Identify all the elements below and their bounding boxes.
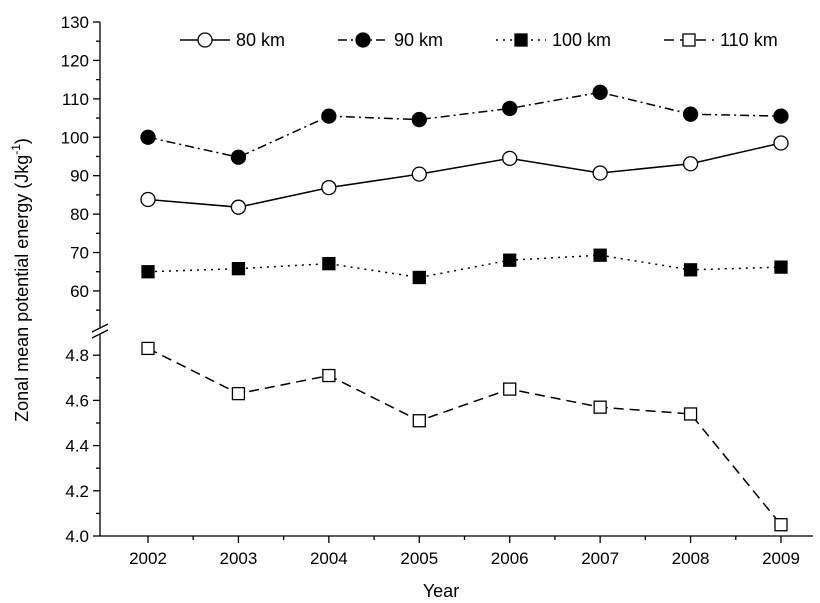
legend-marker bbox=[514, 33, 528, 47]
y-tick-label: 130 bbox=[61, 13, 89, 32]
y-axis-title-superscript: -1 bbox=[9, 144, 23, 155]
y-axis-title-end: ) bbox=[12, 138, 32, 144]
x-tick-label: 2003 bbox=[220, 549, 258, 568]
data-point bbox=[773, 135, 789, 151]
data-point bbox=[230, 199, 247, 215]
data-point bbox=[412, 414, 426, 428]
data-point bbox=[140, 129, 156, 145]
x-tick-label: 2009 bbox=[762, 549, 800, 568]
data-point bbox=[140, 191, 156, 208]
y-tick-label: 4.6 bbox=[65, 391, 89, 410]
data-point bbox=[774, 518, 788, 532]
x-tick-label: 2006 bbox=[491, 549, 529, 568]
legend-item: 90 km bbox=[338, 30, 443, 50]
y-tick-label: 4.2 bbox=[65, 482, 89, 501]
legend-item: 80 km bbox=[180, 30, 285, 50]
data-point bbox=[773, 108, 789, 124]
legend-marker bbox=[355, 32, 371, 48]
axis-break-mark bbox=[91, 323, 109, 333]
data-point bbox=[593, 400, 607, 414]
legend-marker bbox=[197, 32, 213, 48]
y-tick-label: 70 bbox=[70, 244, 89, 263]
axes: 60 70 80 90 100 110 120 130 4.0 4.2 4.4 4.6 4.8 2002 2… bbox=[61, 13, 813, 568]
x-tick-label: 2004 bbox=[310, 549, 348, 568]
series-100-km bbox=[141, 248, 788, 285]
series-80-km bbox=[140, 135, 789, 215]
y-tick-label: 60 bbox=[70, 282, 89, 301]
data-point bbox=[412, 270, 426, 285]
data-point bbox=[592, 165, 608, 181]
y-tick-label: 4.8 bbox=[65, 346, 89, 365]
x-tick-label: 2007 bbox=[581, 549, 619, 568]
data-point bbox=[774, 260, 788, 274]
y-tick-label: 120 bbox=[61, 51, 89, 70]
legend-item: 110 km bbox=[664, 30, 778, 50]
data-point bbox=[502, 100, 518, 117]
data-point bbox=[230, 149, 247, 165]
axis-break-mark bbox=[91, 329, 109, 339]
legend-label: 80 km bbox=[236, 30, 285, 50]
x-tick-label: 2002 bbox=[129, 549, 167, 568]
data-point bbox=[683, 407, 698, 421]
data-point bbox=[411, 166, 427, 182]
series-line bbox=[147, 254, 782, 279]
data-point bbox=[322, 368, 336, 383]
y-tick-label: 4.4 bbox=[65, 437, 89, 456]
data-point bbox=[682, 106, 699, 122]
legend-item: 100 km bbox=[496, 30, 611, 50]
legend-label: 90 km bbox=[394, 30, 443, 50]
y-tick-label: 80 bbox=[70, 205, 89, 224]
data-point bbox=[503, 253, 517, 267]
data-point bbox=[502, 150, 518, 167]
data-point bbox=[411, 111, 427, 128]
legend: 80 km 90 km 100 km 110 km bbox=[180, 30, 778, 50]
y-tick-label: 90 bbox=[70, 167, 89, 186]
legend-label: 100 km bbox=[552, 30, 611, 50]
y-tick-label: 110 bbox=[62, 90, 89, 109]
legend-marker bbox=[682, 33, 696, 47]
series-layer bbox=[140, 84, 789, 532]
y-tick-label: 4.0 bbox=[65, 527, 89, 546]
data-point bbox=[321, 108, 337, 124]
y-axis-title-main: Zonal mean potential energy (Jkg bbox=[12, 155, 32, 422]
series-90-km bbox=[140, 84, 789, 165]
series-line bbox=[147, 91, 782, 159]
series-line bbox=[147, 347, 782, 526]
y-axis-title: Zonal mean potential energy (Jkg-1) bbox=[9, 138, 32, 422]
x-tick-label: 2005 bbox=[400, 549, 438, 568]
y-tick-label: 100 bbox=[61, 128, 89, 147]
data-point bbox=[322, 257, 336, 271]
series-line bbox=[147, 142, 782, 208]
data-point bbox=[683, 263, 698, 277]
data-point bbox=[321, 179, 337, 196]
data-point bbox=[592, 84, 608, 100]
x-tick-label: 2008 bbox=[672, 549, 710, 568]
data-point bbox=[141, 341, 155, 356]
series-110-km bbox=[141, 341, 788, 532]
x-axis-title: Year bbox=[423, 581, 459, 601]
data-point bbox=[231, 262, 246, 276]
data-point bbox=[231, 386, 246, 401]
data-point bbox=[503, 382, 517, 396]
legend-label: 110 km bbox=[720, 30, 778, 50]
data-point bbox=[593, 248, 607, 262]
data-point bbox=[141, 265, 155, 279]
data-point bbox=[682, 156, 699, 172]
